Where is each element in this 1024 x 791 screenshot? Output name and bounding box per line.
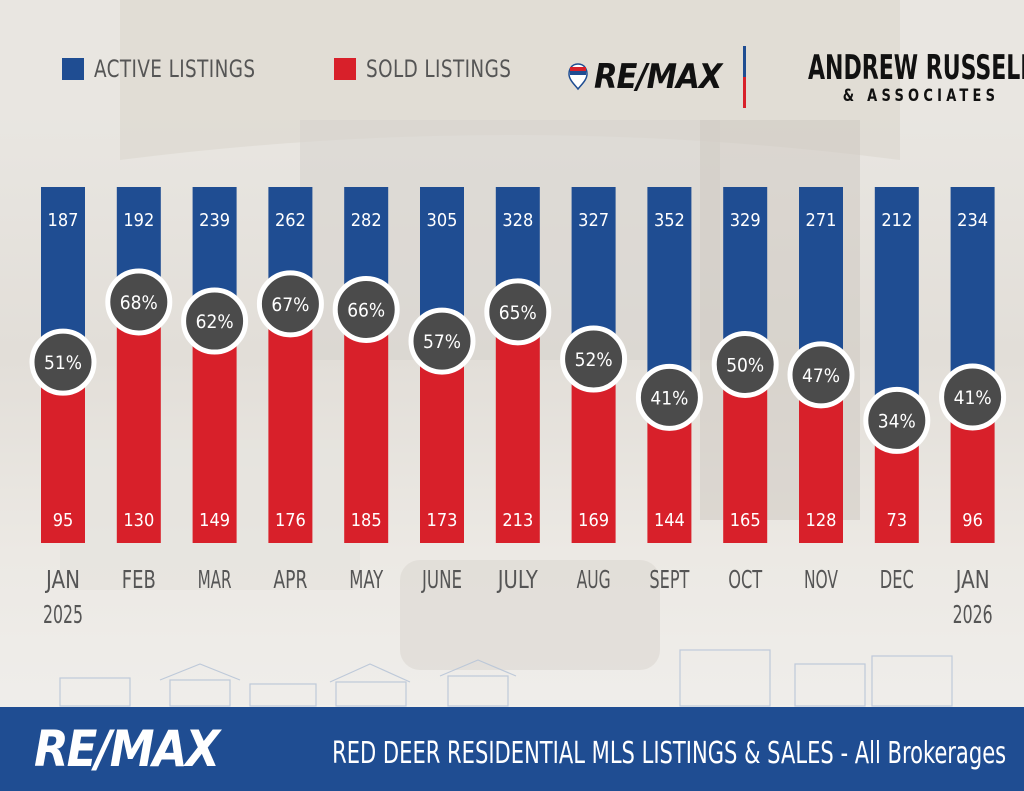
- month-label: DEC: [880, 565, 914, 594]
- month-label: FEB: [122, 565, 156, 594]
- sold-value-label: 213: [502, 510, 533, 531]
- sold-value-label: 144: [654, 510, 685, 531]
- percent-badge: [332, 275, 400, 343]
- month-label: OCT: [728, 565, 762, 594]
- percent-badge: [484, 278, 552, 346]
- sold-bar: [495, 311, 540, 543]
- percent-badge: [863, 386, 931, 454]
- active-value-label: 271: [806, 210, 837, 231]
- percent-badge: [105, 268, 173, 336]
- percent-label: 41%: [650, 387, 688, 409]
- percent-badge: [29, 328, 97, 396]
- active-value-label: 234: [957, 210, 988, 231]
- remax-balloon-icon: [568, 63, 588, 91]
- sold-bar: [344, 309, 389, 543]
- percent-label: 41%: [954, 387, 992, 409]
- remax-logo-top: RE/MAX: [594, 57, 722, 97]
- percent-label: 47%: [802, 365, 840, 387]
- brand-name: ANDREW RUSSELL: [808, 48, 1024, 88]
- percent-label: 65%: [499, 302, 537, 324]
- percent-label: 57%: [423, 331, 461, 353]
- sold-bar: [268, 303, 313, 543]
- active-value-label: 305: [427, 210, 458, 231]
- legend: ACTIVE LISTINGS SOLD LISTINGS: [62, 55, 587, 83]
- sold-value-label: 173: [427, 510, 458, 531]
- percent-label: 50%: [726, 354, 764, 376]
- footer-bar: [0, 707, 1024, 791]
- sold-bar: [420, 341, 464, 543]
- sold-value-label: 95: [53, 510, 74, 531]
- legend-label-active: ACTIVE LISTINGS: [94, 55, 256, 83]
- percent-label: 34%: [878, 410, 916, 432]
- active-value-label: 262: [275, 210, 306, 231]
- andrew-russell-logo: ANDREW RUSSELL & ASSOCIATES: [764, 48, 1024, 106]
- percent-badge: [256, 270, 324, 338]
- active-value-label: 192: [123, 210, 154, 231]
- logo-divider: [743, 46, 747, 108]
- sold-value-label: 176: [275, 510, 306, 531]
- percent-label: 52%: [575, 349, 613, 371]
- sold-value-label: 73: [886, 510, 907, 531]
- sold-value-label: 169: [578, 510, 609, 531]
- active-value-label: 212: [881, 210, 912, 231]
- year-label: 2026: [953, 600, 993, 629]
- month-label: APR: [273, 565, 307, 594]
- percent-badge: [711, 330, 779, 398]
- sold-value-label: 130: [123, 510, 154, 531]
- sold-bar: [192, 321, 237, 543]
- legend-item-sold: SOLD LISTINGS: [333, 55, 537, 83]
- active-value-label: 282: [351, 210, 382, 231]
- month-label: AUG: [577, 565, 611, 594]
- active-value-label: 329: [730, 210, 761, 231]
- percent-label: 66%: [347, 299, 385, 321]
- year-label: 2025: [43, 600, 83, 629]
- legend-swatch-active: [62, 58, 84, 80]
- percent-badge: [181, 287, 249, 355]
- town-skyline-illustration: [59, 649, 953, 707]
- percent-badge: [635, 363, 703, 431]
- sold-value-label: 185: [351, 510, 382, 531]
- footer-title: RED DEER RESIDENTIAL MLS LISTINGS & SALE…: [331, 736, 1006, 771]
- sold-value-label: 165: [730, 510, 761, 531]
- listings-chart: 187 95 51% JAN 2025 192 130 68% FEB 239 149 62% MAR 2…: [29, 187, 1007, 629]
- percent-label: 68%: [120, 292, 158, 314]
- active-value-label: 239: [199, 210, 230, 231]
- percent-badge: [787, 341, 855, 409]
- month-label: NOV: [804, 565, 838, 594]
- sold-value-label: 128: [806, 510, 837, 531]
- remax-logo-footer: RE/MAX: [34, 720, 220, 778]
- active-value-label: 328: [502, 210, 533, 231]
- sold-value-label: 96: [962, 510, 983, 531]
- brand-sub: & ASSOCIATES: [843, 86, 1000, 106]
- sold-value-label: 149: [199, 510, 230, 531]
- percent-badge: [560, 325, 628, 393]
- active-bar: [950, 187, 995, 397]
- month-label: JAN: [954, 565, 990, 594]
- legend-swatch-sold: [333, 58, 356, 80]
- active-value-label: 352: [654, 210, 685, 231]
- percent-label: 67%: [271, 294, 309, 316]
- percent-label: 62%: [196, 311, 234, 333]
- active-bar: [874, 187, 919, 421]
- legend-item-active: ACTIVE LISTINGS: [62, 55, 284, 83]
- legend-label-sold: SOLD LISTINGS: [365, 55, 512, 83]
- percent-label: 51%: [44, 352, 82, 374]
- sold-bar: [116, 301, 161, 543]
- active-bar: [647, 187, 692, 398]
- month-label: MAR: [198, 565, 232, 594]
- brand-logos: RE/MAX ANDREW RUSSELL & ASSOCIATES: [568, 46, 1024, 108]
- month-label: JUNE: [421, 565, 462, 594]
- month-label: JAN: [44, 565, 80, 594]
- month-label: JULY: [496, 565, 538, 594]
- percent-badge: [939, 363, 1007, 431]
- month-label: MAY: [349, 565, 383, 594]
- active-value-label: 327: [578, 210, 609, 231]
- active-value-label: 187: [48, 210, 79, 231]
- month-label: SEPT: [649, 565, 689, 594]
- percent-badge: [408, 307, 476, 375]
